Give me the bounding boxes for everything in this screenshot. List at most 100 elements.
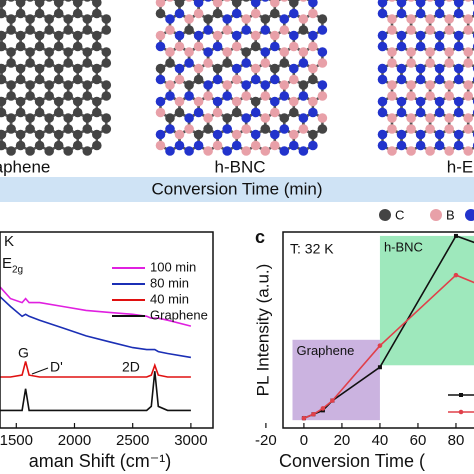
atom bbox=[63, 91, 73, 101]
atom bbox=[308, 0, 318, 8]
atom bbox=[289, 8, 299, 19]
atom bbox=[101, 91, 112, 101]
atom bbox=[377, 129, 388, 140]
atom bbox=[308, 63, 318, 74]
atom bbox=[463, 80, 474, 90]
atom bbox=[174, 107, 185, 118]
atom bbox=[289, 107, 299, 118]
atom bbox=[270, 8, 280, 19]
atom bbox=[53, 63, 64, 74]
atom bbox=[174, 8, 185, 19]
atom bbox=[415, 140, 426, 151]
atom bbox=[317, 113, 328, 123]
atom bbox=[203, 80, 213, 90]
atom bbox=[6, 146, 16, 156]
atom-legend-mark bbox=[465, 209, 474, 221]
atom bbox=[279, 113, 290, 123]
atom bbox=[15, 74, 26, 85]
atom bbox=[396, 8, 407, 19]
series-line bbox=[0, 361, 191, 378]
atom bbox=[101, 58, 112, 68]
atom bbox=[155, 8, 166, 19]
atom bbox=[387, 91, 397, 101]
atom bbox=[63, 80, 73, 90]
atom bbox=[299, 0, 308, 2]
atom bbox=[0, 0, 7, 8]
atom bbox=[388, 0, 396, 2]
atom bbox=[184, 14, 194, 24]
atom bbox=[204, 0, 212, 2]
atom bbox=[0, 107, 7, 118]
atom bbox=[387, 47, 397, 57]
atom bbox=[155, 140, 166, 151]
region-label: h-BNC bbox=[384, 239, 423, 254]
atom bbox=[174, 129, 185, 140]
atom bbox=[444, 80, 455, 90]
atom bbox=[212, 30, 223, 41]
atom bbox=[212, 0, 223, 8]
atom bbox=[63, 58, 73, 68]
atom bbox=[174, 140, 185, 151]
atom bbox=[445, 0, 453, 2]
atom bbox=[317, 25, 328, 35]
atom bbox=[15, 0, 26, 8]
atom bbox=[193, 96, 204, 107]
atom bbox=[34, 129, 45, 140]
atom bbox=[155, 41, 166, 52]
atom bbox=[434, 107, 445, 118]
atom bbox=[222, 25, 232, 35]
atom bbox=[92, 107, 102, 118]
atom bbox=[44, 25, 54, 35]
atom bbox=[82, 146, 93, 156]
atom bbox=[34, 0, 45, 8]
atom bbox=[425, 124, 435, 134]
atom bbox=[317, 47, 328, 57]
atom bbox=[289, 74, 299, 85]
atom bbox=[463, 113, 474, 123]
atom bbox=[453, 96, 464, 107]
atom bbox=[406, 146, 416, 156]
atom bbox=[260, 80, 271, 90]
atom bbox=[387, 124, 397, 134]
atom bbox=[25, 25, 35, 35]
atom bbox=[298, 14, 309, 24]
atom bbox=[396, 74, 407, 85]
atom bbox=[155, 63, 166, 74]
atom bbox=[212, 96, 223, 107]
atom bbox=[426, 0, 434, 2]
atom bbox=[184, 113, 194, 123]
legend-marker bbox=[458, 409, 464, 415]
atom bbox=[155, 0, 166, 8]
atom bbox=[231, 8, 242, 19]
atom bbox=[101, 14, 112, 24]
atom bbox=[280, 0, 289, 2]
atom bbox=[101, 80, 112, 90]
atom bbox=[260, 146, 271, 156]
atom bbox=[92, 8, 102, 19]
point bbox=[330, 398, 335, 403]
atom bbox=[241, 124, 251, 134]
atom bbox=[165, 80, 175, 90]
atom bbox=[463, 14, 474, 24]
atom bbox=[44, 113, 54, 123]
atom bbox=[434, 140, 445, 151]
atom bbox=[212, 8, 223, 19]
atom bbox=[444, 146, 455, 156]
atom bbox=[44, 80, 54, 90]
series-line bbox=[0, 286, 192, 327]
atom bbox=[453, 0, 464, 8]
atom bbox=[72, 96, 83, 107]
atom bbox=[166, 0, 174, 2]
atom bbox=[63, 113, 73, 123]
atom bbox=[15, 96, 26, 107]
atom bbox=[34, 140, 45, 151]
atom bbox=[241, 146, 251, 156]
atom bbox=[63, 14, 73, 24]
atom bbox=[155, 107, 166, 118]
atom bbox=[92, 63, 102, 74]
atom bbox=[53, 96, 64, 107]
point bbox=[453, 233, 458, 238]
atom bbox=[463, 47, 474, 57]
atom bbox=[377, 41, 388, 52]
atom bbox=[406, 91, 416, 101]
